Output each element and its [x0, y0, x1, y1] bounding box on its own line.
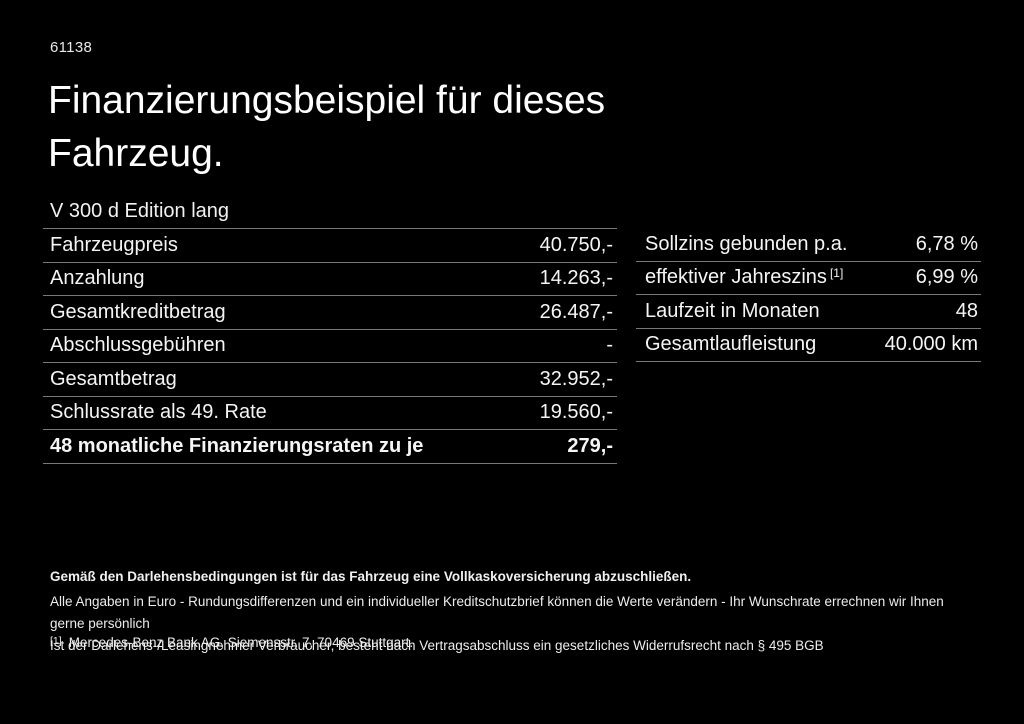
- row-label: 48 monatliche Finanzierungsraten zu je: [50, 434, 424, 457]
- offer-id: 61138: [50, 39, 93, 56]
- table-row-gesamtkreditbetrag: Gesamtkreditbetrag 26.487,-: [43, 296, 617, 330]
- table-row-gesamtlaufleistung: Gesamtlaufleistung 40.000 km: [636, 329, 981, 362]
- finance-table: Fahrzeugpreis 40.750,- Anzahlung 14.263,…: [43, 228, 617, 464]
- row-label: Laufzeit in Monaten: [645, 299, 820, 322]
- row-value: 40.750,-: [539, 233, 613, 256]
- row-label: Schlussrate als 49. Rate: [50, 401, 267, 424]
- row-value: 6,99 %: [915, 266, 978, 289]
- disclaimer-line-2: Ist der Darlehens-/Leasingnehmer Verbrau…: [50, 638, 824, 653]
- row-value: 40.000 km: [884, 333, 978, 356]
- footnote-marker: [1]: [50, 635, 62, 647]
- footnote: [1] Mercedes-Benz Bank AG, Siemensstr. 7,…: [50, 635, 413, 650]
- row-label: Abschlussgebühren: [50, 334, 226, 357]
- table-row-laufzeit: Laufzeit in Monaten 48: [636, 295, 981, 329]
- row-label: Sollzins gebunden p.a.: [645, 232, 848, 255]
- footnote-text: Mercedes-Benz Bank AG, Siemensstr. 7, 70…: [68, 635, 414, 650]
- table-row-effektiver-jahreszins: effektiver Jahreszins [1] 6,99 %: [636, 262, 981, 295]
- disclaimer-paragraph: Alle Angaben in Euro - Rundungsdifferenz…: [50, 591, 980, 657]
- disclaimer-line-1: Alle Angaben in Euro - Rundungsdifferenz…: [50, 594, 944, 631]
- table-row-schlussrate: Schlussrate als 49. Rate 19.560,-: [43, 397, 617, 430]
- table-row-fahrzeugpreis: Fahrzeugpreis 40.750,-: [43, 229, 617, 263]
- row-label: Gesamtbetrag: [50, 367, 177, 390]
- table-row-gesamtbetrag: Gesamtbetrag 32.952,-: [43, 363, 617, 397]
- row-label: effektiver Jahreszins: [645, 266, 827, 289]
- table-row-anzahlung: Anzahlung 14.263,-: [43, 263, 617, 296]
- insurance-requirement-note: Gemäß den Darlehensbedingungen ist für d…: [50, 569, 692, 584]
- table-row-abschlussgebuehren: Abschlussgebühren -: [43, 330, 617, 363]
- row-value: 26.487,-: [539, 300, 613, 323]
- row-label: Gesamtlaufleistung: [645, 333, 817, 356]
- row-value: 6,78 %: [915, 232, 978, 255]
- table-row-sollzins: Sollzins gebunden p.a. 6,78 %: [636, 228, 981, 262]
- row-value: 48: [955, 299, 978, 322]
- row-value: 14.263,-: [539, 267, 613, 290]
- row-value: -: [606, 334, 613, 357]
- vehicle-model: V 300 d Edition lang: [50, 200, 230, 222]
- conditions-table: Sollzins gebunden p.a. 6,78 % effektiver…: [636, 228, 981, 362]
- page-title: Finanzierungsbeispiel für dieses Fahrzeu…: [48, 79, 606, 175]
- footnote-reference: [1]: [829, 266, 844, 281]
- row-label: Gesamtkreditbetrag: [50, 300, 226, 323]
- row-label: Anzahlung: [50, 267, 145, 290]
- row-label: Fahrzeugpreis: [50, 233, 178, 256]
- row-value: 32.952,-: [539, 367, 613, 390]
- row-value: 279,-: [567, 434, 613, 457]
- row-value: 19.560,-: [539, 401, 613, 424]
- table-row-monatsrate: 48 monatliche Finanzierungsraten zu je 2…: [43, 430, 617, 464]
